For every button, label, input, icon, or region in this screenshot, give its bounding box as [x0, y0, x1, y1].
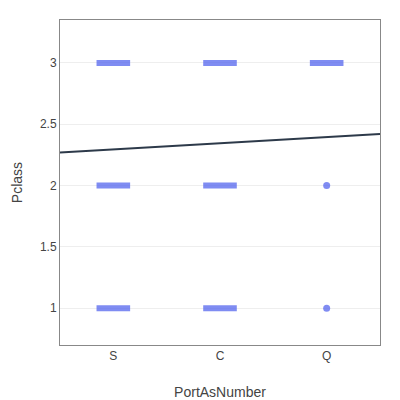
svg-text:Pclass: Pclass: [9, 162, 25, 203]
svg-text:1.5: 1.5: [40, 240, 57, 254]
svg-text:Q: Q: [322, 349, 331, 363]
svg-text:3: 3: [50, 56, 57, 70]
svg-text:S: S: [109, 349, 117, 363]
svg-text:1: 1: [50, 301, 57, 315]
svg-text:C: C: [216, 349, 225, 363]
svg-text:2: 2: [50, 179, 57, 193]
svg-text:PortAsNumber: PortAsNumber: [174, 384, 266, 400]
svg-text:2.5: 2.5: [40, 117, 57, 131]
